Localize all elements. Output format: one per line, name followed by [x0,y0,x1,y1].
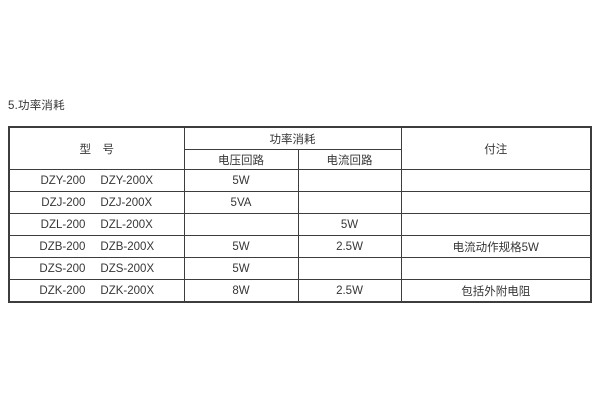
model-pair: DZS-200 DZS-200X [10,262,183,275]
voltage-value: 5W [183,257,299,280]
header-voltage-circuit: 电压回路 [183,149,299,170]
model-pair: DZJ-200 DZJ-200X [10,196,183,209]
table-body: DZY-200 DZY-200X 5W DZJ-200 DZJ-200X 5VA [8,169,592,303]
current-value [297,191,402,214]
model-name: DZK-200 [39,284,86,297]
header-notes: 付注 [400,126,592,170]
current-value: 5W [297,213,402,236]
current-value [297,169,402,192]
model-name: DZL-200 [40,218,86,231]
note-cell: 包括外附电阻 [400,279,592,303]
note-cell [400,169,592,192]
model-pair: DZY-200 DZY-200X [10,174,183,187]
section-title: 5.功率消耗 [8,100,65,112]
model-cell: DZJ-200 DZJ-200X [8,191,185,214]
model-name-x: DZL-200X [100,218,153,231]
header-power-group: 功率消耗 [183,126,402,150]
current-value [297,257,402,280]
model-name: DZJ-200 [41,196,86,209]
voltage-value: 5VA [183,191,299,214]
header-row-sub: 电压回路 电流回路 [9,149,591,170]
table-row-dzl: DZL-200 DZL-200X 5W [8,213,592,236]
model-name: DZY-200 [40,174,86,187]
note-cell: 电流动作规格5W [400,235,592,258]
table-row-dzb: DZB-200 DZB-200X 5W 2.5W 电流动作规格5W [8,235,592,258]
model-pair: DZK-200 DZK-200X [10,284,183,297]
voltage-value [183,213,299,236]
power-consumption-table: 型 号 功率消耗 付注 电压回路 电流回路 DZY-200 DZY-200X 5… [8,126,592,303]
voltage-value: 8W [183,279,299,303]
table-row-dzs: DZS-200 DZS-200X 5W [8,257,592,280]
model-pair: DZL-200 DZL-200X [10,218,183,231]
model-cell: DZL-200 DZL-200X [8,213,185,236]
model-cell: DZB-200 DZB-200X [8,235,185,258]
header-row-group: 型 号 功率消耗 付注 [8,126,592,170]
model-name-x: DZB-200X [100,240,155,253]
note-cell [400,213,592,236]
current-value: 2.5W [297,235,402,258]
table-row-dzy: DZY-200 DZY-200X 5W [8,169,592,192]
current-value: 2.5W [297,279,402,303]
voltage-value: 5W [183,169,299,192]
model-name: DZB-200 [39,240,86,253]
header-current-circuit: 电流回路 [297,149,402,170]
model-name-x: DZJ-200X [100,196,153,209]
note-cell [400,257,592,280]
table-row-dzj: DZJ-200 DZJ-200X 5VA [8,191,592,214]
model-name: DZS-200 [39,262,86,275]
model-cell: DZY-200 DZY-200X [8,169,185,192]
model-name-x: DZY-200X [100,174,154,187]
table-header: 型 号 功率消耗 付注 电压回路 电流回路 [8,126,592,170]
model-cell: DZK-200 DZK-200X [8,279,185,303]
model-name-x: DZS-200X [100,262,155,275]
model-cell: DZS-200 DZS-200X [8,257,185,280]
table-row-dzk: DZK-200 DZK-200X 8W 2.5W 包括外附电阻 [8,279,592,303]
header-model: 型 号 [8,126,185,170]
model-pair: DZB-200 DZB-200X [10,240,183,253]
model-name-x: DZK-200X [100,284,155,297]
note-cell [400,191,592,214]
voltage-value: 5W [183,235,299,258]
